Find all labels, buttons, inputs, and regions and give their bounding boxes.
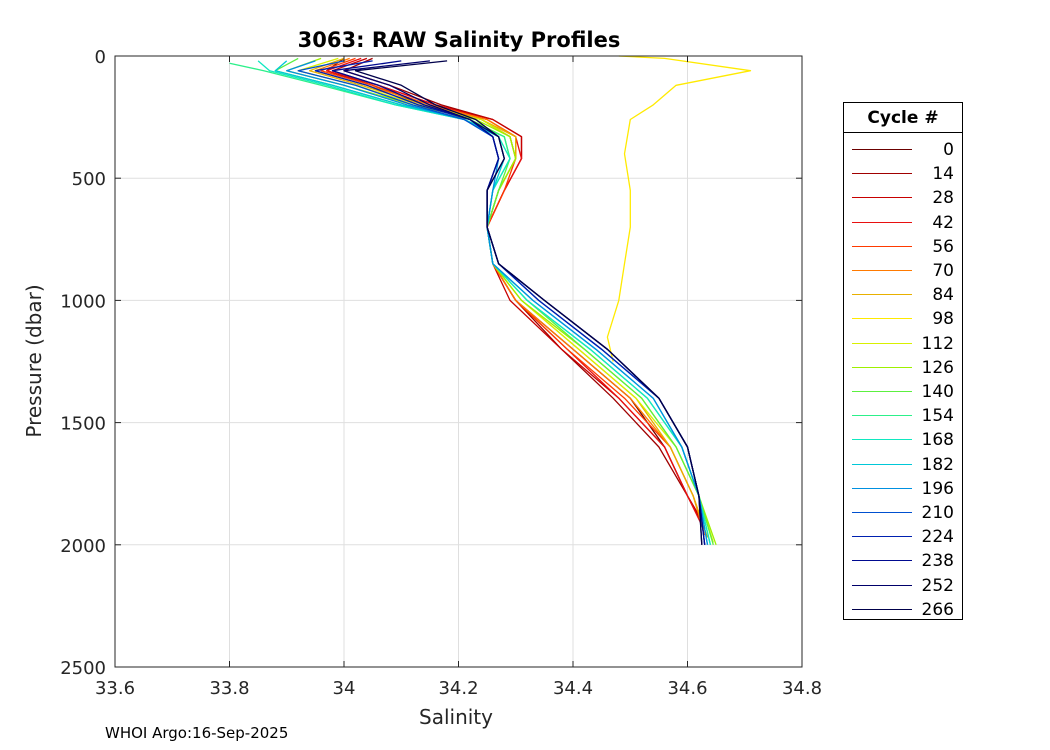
legend-label: 238	[921, 551, 954, 572]
legend-swatch	[852, 342, 912, 344]
legend-entry: 154	[844, 404, 962, 428]
footer-credit: WHOI Argo:16-Sep-2025	[105, 724, 289, 742]
legend-swatch	[852, 439, 912, 441]
x-tick-label: 34.8	[782, 678, 822, 699]
legend-swatch	[852, 391, 912, 392]
legend-entry: 112	[844, 332, 962, 356]
legend-entry: 42	[844, 211, 962, 235]
legend-label: 140	[921, 382, 954, 402]
legend-swatch	[852, 512, 912, 513]
legend-swatch	[852, 197, 912, 199]
legend-swatch	[852, 560, 912, 562]
profile-line	[354, 60, 703, 545]
legend-entry: 140	[844, 380, 962, 404]
y-tick-label: 500	[72, 169, 106, 190]
legend-entry: 182	[844, 453, 962, 477]
legend-swatch	[852, 608, 912, 610]
legend-entry: 252	[844, 574, 962, 598]
legend-entry: 0	[844, 138, 962, 162]
legend-entry: 168	[844, 428, 962, 452]
legend-label: 210	[921, 503, 954, 523]
profile-line	[286, 60, 709, 545]
legend-swatch	[852, 487, 912, 489]
legend-entry: 14	[844, 162, 962, 186]
legend-label: 154	[921, 406, 954, 427]
legend-label: 70	[932, 261, 954, 281]
legend-swatch	[852, 221, 912, 223]
x-axis-label: Salinity	[419, 705, 493, 729]
legend-label: 182	[921, 454, 954, 475]
legend-label: 126	[921, 357, 954, 378]
legend-label: 28	[932, 188, 954, 209]
legend-swatch	[852, 415, 912, 417]
legend-label: 168	[921, 430, 954, 451]
y-tick-label: 1000	[60, 291, 106, 312]
legend-label: 252	[921, 575, 954, 596]
axis-ticks: 33.6 33.8 34 34.2 34.4 34.6 34.8 0 500 1000 1500 20…	[60, 47, 822, 699]
legend-entry: 70	[844, 259, 962, 283]
legend-entry: 238	[844, 549, 962, 573]
legend-entry: 126	[844, 356, 962, 380]
legend-swatch	[852, 173, 912, 175]
legend-entry: 196	[844, 477, 962, 501]
legend-swatch	[852, 245, 912, 247]
legend-title: Cycle #	[844, 103, 962, 133]
legend-entry: 224	[844, 525, 962, 549]
legend-label: 0	[943, 140, 954, 160]
profile-series	[229, 55, 752, 546]
y-tick-label: 0	[95, 47, 106, 68]
legend-label: 42	[932, 212, 954, 233]
legend-swatch	[852, 366, 912, 368]
legend-label: 266	[921, 599, 954, 620]
y-tick-label: 1500	[60, 414, 106, 435]
legend-swatch	[852, 270, 912, 271]
legend-label: 224	[921, 527, 954, 548]
legend-swatch	[852, 318, 912, 320]
legend: Cycle # 0 14 28 42 56 70 84 98 112 126 140 154 168 18…	[843, 102, 963, 620]
x-tick-label: 33.8	[209, 678, 249, 699]
legend-swatch	[852, 536, 912, 538]
legend-entry: 28	[844, 186, 962, 210]
legend-swatch	[852, 463, 912, 465]
legend-label: 98	[932, 309, 954, 330]
legend-entry: 266	[844, 598, 962, 622]
legend-entry: 84	[844, 283, 962, 307]
y-axis-label: Pressure (dbar)	[22, 284, 46, 437]
legend-entry: 210	[844, 501, 962, 525]
x-tick-label: 33.6	[95, 678, 135, 699]
legend-swatch	[852, 294, 912, 296]
legend-swatch	[852, 584, 912, 586]
legend-entry: 98	[844, 307, 962, 331]
legend-entry: 56	[844, 235, 962, 259]
y-tick-label: 2000	[60, 536, 106, 557]
x-tick-label: 34.6	[667, 678, 707, 699]
legend-swatch	[852, 149, 912, 150]
y-tick-label: 2500	[60, 658, 106, 679]
chart-title: 3063: RAW Salinity Profiles	[298, 28, 621, 52]
legend-label: 14	[932, 164, 954, 185]
x-tick-label: 34	[333, 678, 356, 699]
x-tick-label: 34.4	[553, 678, 593, 699]
legend-label: 84	[932, 285, 954, 306]
profile-line	[606, 55, 752, 362]
x-tick-label: 34.2	[438, 678, 478, 699]
legend-label: 56	[932, 236, 954, 257]
legend-label: 196	[921, 478, 954, 499]
legend-label: 112	[921, 333, 954, 354]
